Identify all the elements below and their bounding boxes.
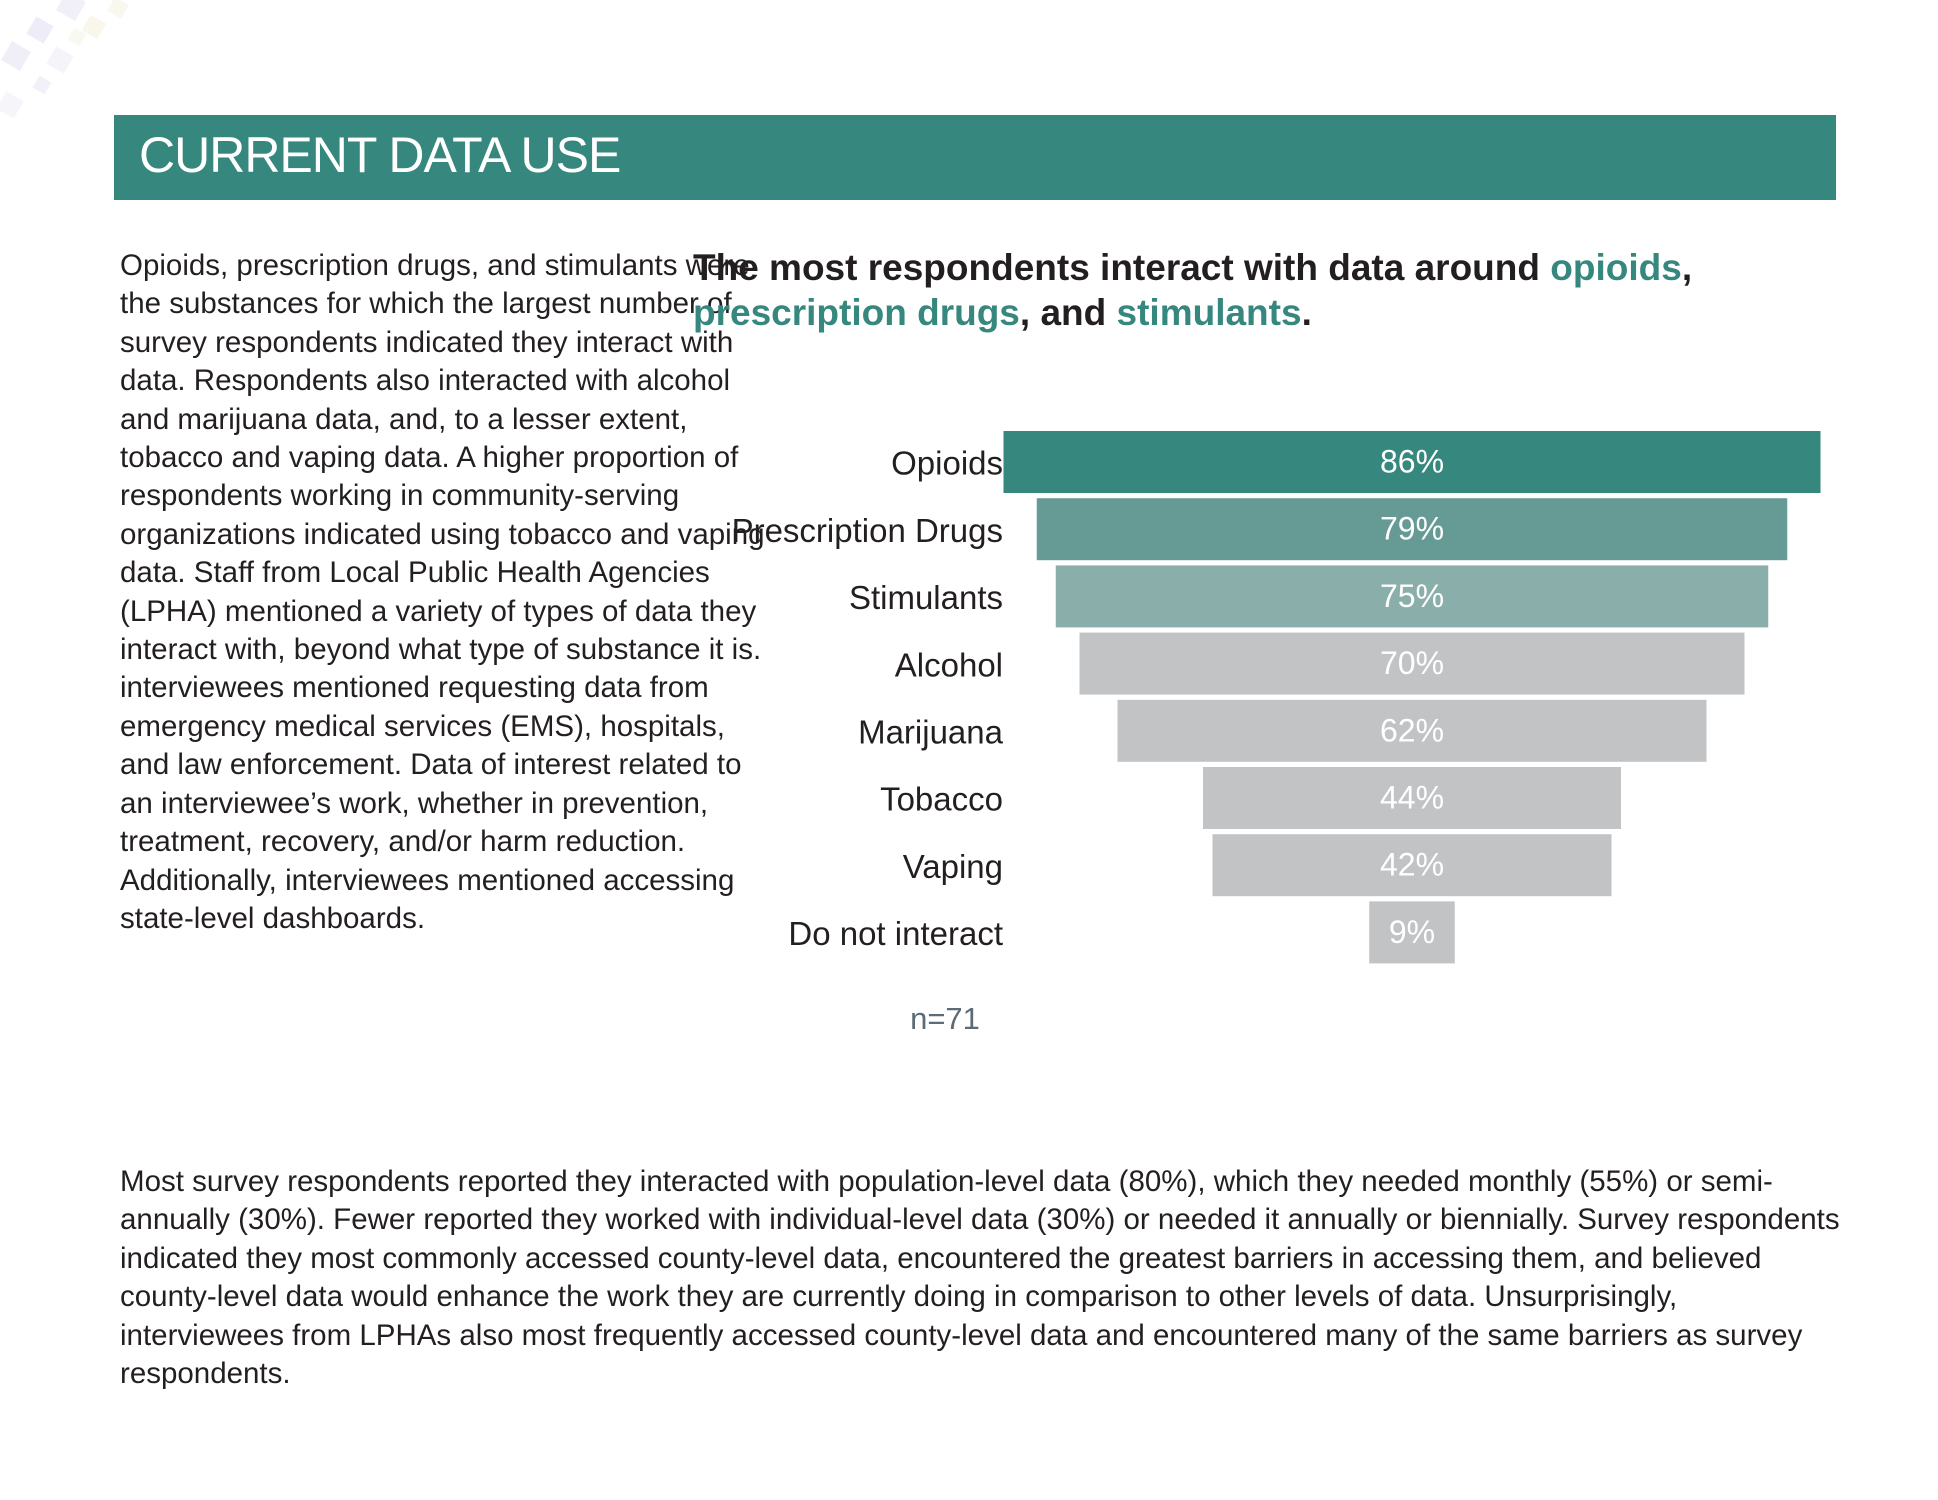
category-label: Marijuana [858, 714, 1004, 751]
headline-accent-opioids: opioids [1550, 247, 1682, 288]
intro-paragraph: Opioids, prescription drugs, and stimula… [120, 249, 765, 935]
bar-value-label: 62% [1380, 712, 1444, 748]
category-label: Vaping [903, 848, 1003, 885]
bar-value-label: 79% [1380, 511, 1444, 547]
bar-opioids [1003, 431, 1821, 493]
funnel-bar-chart: 86% Opioids 79% Prescription Drugs 75% Stimul… [732, 431, 1821, 1036]
bar-value-label: 75% [1380, 578, 1444, 614]
bar-do-not-interact [1369, 901, 1455, 964]
bar-prescription-drugs [1036, 498, 1788, 561]
bar-vaping [1212, 834, 1612, 897]
headline-accent-prescription-drugs: prescription drugs [693, 292, 1020, 333]
headline-text: The most respondents interact with data … [693, 247, 1551, 288]
bar-value-label: 70% [1380, 645, 1444, 681]
bar-stimulants [1055, 565, 1769, 628]
section-header-bar: CURRENT DATA USE [114, 115, 1836, 200]
chart-headline: The most respondents interact with data … [693, 245, 1853, 335]
section-title: CURRENT DATA USE [139, 127, 621, 183]
bar-marijuana [1117, 699, 1707, 762]
summary-paragraph: Most survey respondents reported they in… [120, 1165, 1840, 1391]
bar-tobacco [1203, 767, 1621, 829]
headline-accent-stimulants: stimulants [1116, 292, 1302, 333]
category-label: Opioids [891, 445, 1003, 482]
bar-value-label: 86% [1380, 443, 1444, 479]
headline-text: , [1681, 247, 1693, 288]
category-label: Stimulants [849, 579, 1003, 616]
headline-text: , and [1019, 292, 1117, 333]
category-label: Prescription Drugs [732, 512, 1003, 549]
bar-value-label: 42% [1380, 847, 1444, 883]
bar-value-label: 9% [1389, 914, 1435, 950]
bar-alcohol [1079, 632, 1745, 695]
category-label: Tobacco [880, 781, 1003, 818]
category-label: Do not interact [788, 915, 1003, 952]
sample-size-note: n=71 [910, 1001, 980, 1036]
category-label: Alcohol [895, 646, 1003, 683]
bar-value-label: 44% [1380, 779, 1444, 815]
corner-pattern-decoration [0, 0, 129, 119]
headline-text: . [1301, 292, 1312, 333]
